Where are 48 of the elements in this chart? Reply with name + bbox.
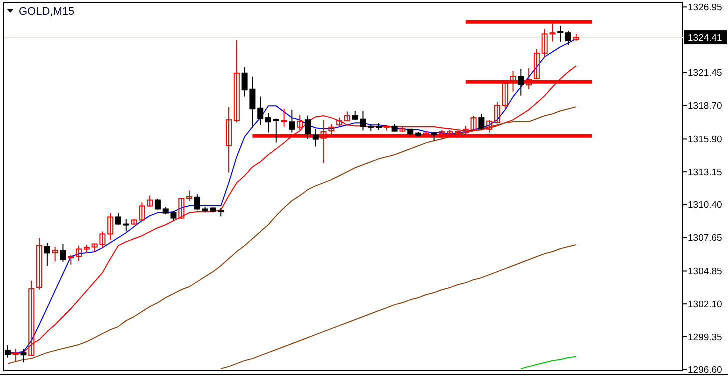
chart-title: GOLD,M15: [19, 6, 75, 18]
candlestick: [273, 118, 280, 144]
candlestick: [289, 110, 296, 134]
candlestick: [123, 218, 130, 232]
candlestick: [344, 111, 350, 122]
candlestick: [226, 106, 232, 174]
y-tick-label: 1307.65: [688, 233, 722, 244]
candlestick: [312, 128, 319, 148]
candlestick: [281, 108, 288, 128]
y-tick-label: 1313.15: [688, 167, 722, 178]
candlestick: [60, 243, 66, 262]
candlestick: [36, 238, 43, 290]
candlestick: [186, 190, 193, 202]
y-tick-label: 1299.35: [688, 332, 722, 344]
candlestick: [234, 40, 240, 124]
line-series: [7, 106, 577, 364]
candlestick: [478, 114, 485, 131]
y-tick-label: 1304.85: [688, 266, 722, 278]
candlestick: [470, 116, 477, 132]
candlestick: [170, 210, 177, 222]
y-tick-label: 1315.90: [688, 134, 722, 146]
candlestick: [108, 212, 114, 240]
candlestick: [52, 246, 58, 262]
y-tick-label: 1321.45: [688, 68, 722, 80]
line-series: [220, 244, 577, 370]
line-series: [520, 356, 577, 370]
candlestick: [304, 115, 311, 140]
candlestick: [44, 242, 50, 266]
candlestick: [518, 68, 524, 96]
candlestick: [558, 26, 564, 43]
candlestick: [115, 212, 122, 226]
candlestick: [20, 348, 27, 364]
candlestick: [76, 245, 82, 262]
candlestick: [258, 96, 264, 126]
y-tick-label: 1302.10: [688, 299, 722, 310]
candlestick: [194, 194, 200, 210]
y-tick-label: 1296.60: [688, 365, 722, 376]
y-tick-label: 1326.95: [688, 2, 722, 14]
ref-line-label: 1324.41: [688, 32, 722, 44]
candlestick: [297, 114, 304, 131]
candlestick: [147, 195, 154, 208]
candlestick: [494, 102, 500, 124]
candlestick: [265, 112, 272, 134]
candlestick: [68, 254, 74, 266]
candlestick: [178, 198, 185, 220]
y-tick-label: 1310.40: [688, 200, 722, 212]
candlestick: [566, 30, 572, 46]
y-tick-label: 1318.70: [688, 101, 722, 112]
